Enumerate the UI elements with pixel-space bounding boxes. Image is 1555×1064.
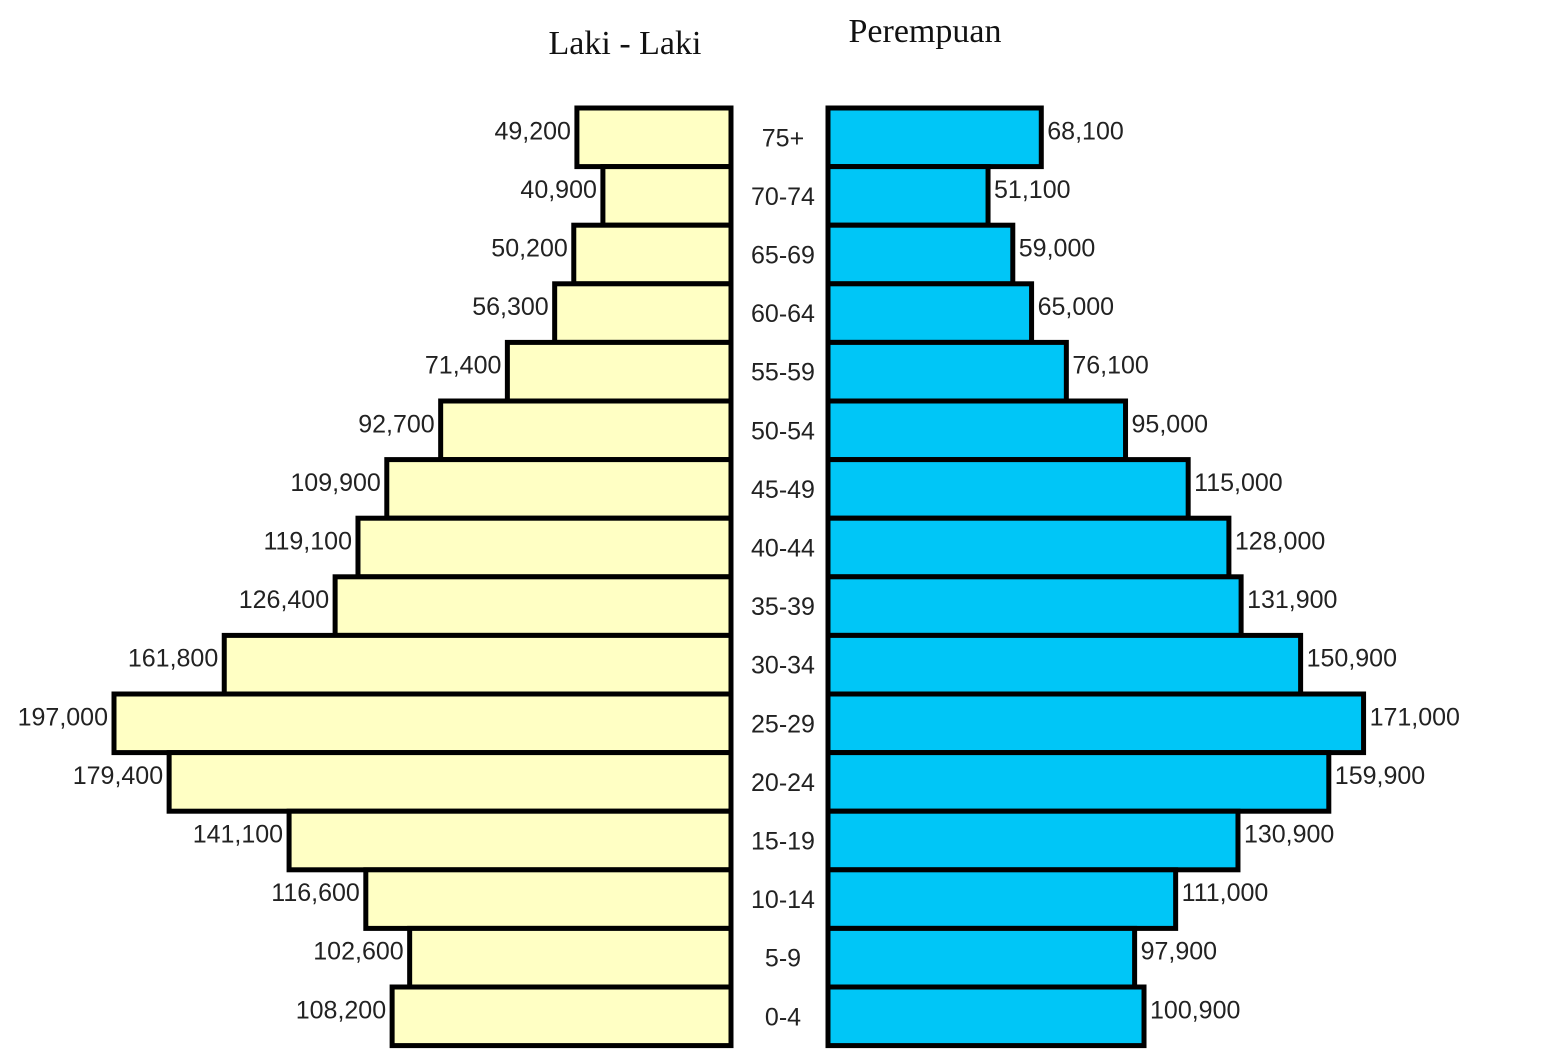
value-label-male-10-14: 116,600 [271, 879, 360, 907]
bar-male-30-34 [221, 632, 734, 697]
bar-male-70-74 [600, 164, 734, 228]
value-label-female-25-29: 171,000 [1370, 703, 1460, 731]
age-label-20-24: 20-24 [751, 769, 815, 797]
value-label-male-55-59: 71,400 [425, 352, 501, 380]
male-group-title: Laki - Laki [549, 25, 702, 62]
bar-female-10-14 [825, 867, 1179, 931]
age-label-10-14: 10-14 [751, 886, 815, 914]
value-label-female-60-64: 65,000 [1038, 293, 1114, 321]
value-label-male-50-54: 92,700 [358, 410, 434, 438]
bar-female-25-29 [825, 691, 1367, 756]
bar-male-60-64 [552, 281, 734, 345]
bar-male-20-24 [166, 750, 734, 814]
age-label-25-29: 25-29 [751, 710, 815, 738]
bar-female-65-69 [825, 222, 1016, 287]
bar-female-5-9 [825, 925, 1138, 990]
bar-male-25-29 [111, 691, 734, 756]
bar-male-75-plus [574, 105, 734, 170]
value-label-male-20-24: 179,400 [73, 762, 163, 790]
bar-male-45-49 [384, 457, 734, 521]
bar-female-40-44 [825, 515, 1232, 580]
value-label-male-65-69: 50,200 [491, 235, 567, 263]
value-label-male-40-44: 119,100 [263, 528, 352, 556]
value-label-female-70-74: 51,100 [994, 176, 1070, 204]
bar-male-10-14 [363, 867, 734, 931]
value-label-female-10-14: 111,000 [1182, 879, 1269, 907]
value-label-female-35-39: 131,900 [1247, 586, 1337, 614]
value-label-male-25-29: 197,000 [18, 703, 108, 731]
age-label-40-44: 40-44 [751, 535, 815, 563]
value-label-female-50-54: 95,000 [1132, 410, 1208, 438]
bar-female-15-19 [825, 808, 1241, 873]
value-label-female-20-24: 159,900 [1335, 762, 1425, 790]
bar-male-55-59 [504, 339, 734, 404]
age-label-35-39: 35-39 [751, 593, 815, 621]
age-label-0-4: 0-4 [765, 1003, 801, 1031]
bar-female-60-64 [825, 281, 1035, 345]
value-label-male-0-4: 108,200 [296, 996, 386, 1024]
bar-female-70-74 [825, 164, 991, 228]
age-label-15-19: 15-19 [751, 828, 815, 856]
value-label-male-70-74: 40,900 [520, 176, 596, 204]
age-label-50-54: 50-54 [751, 417, 815, 445]
age-label-70-74: 70-74 [751, 183, 815, 211]
value-label-male-75-plus: 49,200 [494, 117, 570, 145]
age-label-65-69: 65-69 [751, 242, 815, 270]
value-label-female-45-49: 115,000 [1194, 469, 1283, 497]
value-label-male-45-49: 109,900 [290, 469, 380, 497]
bar-female-35-39 [825, 574, 1244, 638]
value-label-female-40-44: 128,000 [1235, 528, 1325, 556]
bar-male-15-19 [286, 808, 734, 873]
value-label-male-60-64: 56,300 [472, 293, 548, 321]
value-label-male-5-9: 102,600 [313, 938, 403, 966]
bar-female-55-59 [825, 339, 1069, 404]
bar-female-20-24 [825, 750, 1332, 814]
bar-male-65-69 [571, 222, 734, 287]
value-label-male-30-34: 161,800 [128, 645, 218, 673]
bar-male-35-39 [332, 574, 734, 638]
value-label-female-65-69: 59,000 [1019, 235, 1095, 263]
value-label-female-30-34: 150,900 [1307, 645, 1397, 673]
value-label-female-15-19: 130,900 [1244, 821, 1334, 849]
age-label-55-59: 55-59 [751, 359, 815, 387]
age-label-5-9: 5-9 [765, 945, 801, 973]
value-label-female-5-9: 97,900 [1141, 938, 1217, 966]
bar-male-5-9 [407, 925, 734, 990]
bar-male-40-44 [355, 515, 734, 580]
age-label-45-49: 45-49 [751, 476, 815, 504]
pyramid-bars: 75+ 49,200 68,100 70-74 40,900 51,100 65-69 50,… [18, 105, 1460, 1049]
bar-female-45-49 [825, 457, 1191, 521]
age-label-60-64: 60-64 [751, 300, 815, 328]
bar-male-0-4 [389, 984, 734, 1049]
value-label-male-35-39: 126,400 [239, 586, 329, 614]
bar-female-50-54 [825, 398, 1129, 463]
bar-female-0-4 [825, 984, 1147, 1049]
female-group-title: Perempuan [849, 13, 1002, 50]
age-label-30-34: 30-34 [751, 652, 815, 680]
value-label-female-0-4: 100,900 [1150, 996, 1240, 1024]
value-label-male-15-19: 141,100 [193, 821, 283, 849]
bar-female-30-34 [825, 632, 1304, 697]
bar-male-50-54 [438, 398, 734, 463]
value-label-female-55-59: 76,100 [1072, 352, 1148, 380]
value-label-female-75-plus: 68,100 [1047, 117, 1123, 145]
age-label-75-plus: 75+ [762, 124, 804, 152]
bar-female-75-plus [825, 105, 1044, 170]
